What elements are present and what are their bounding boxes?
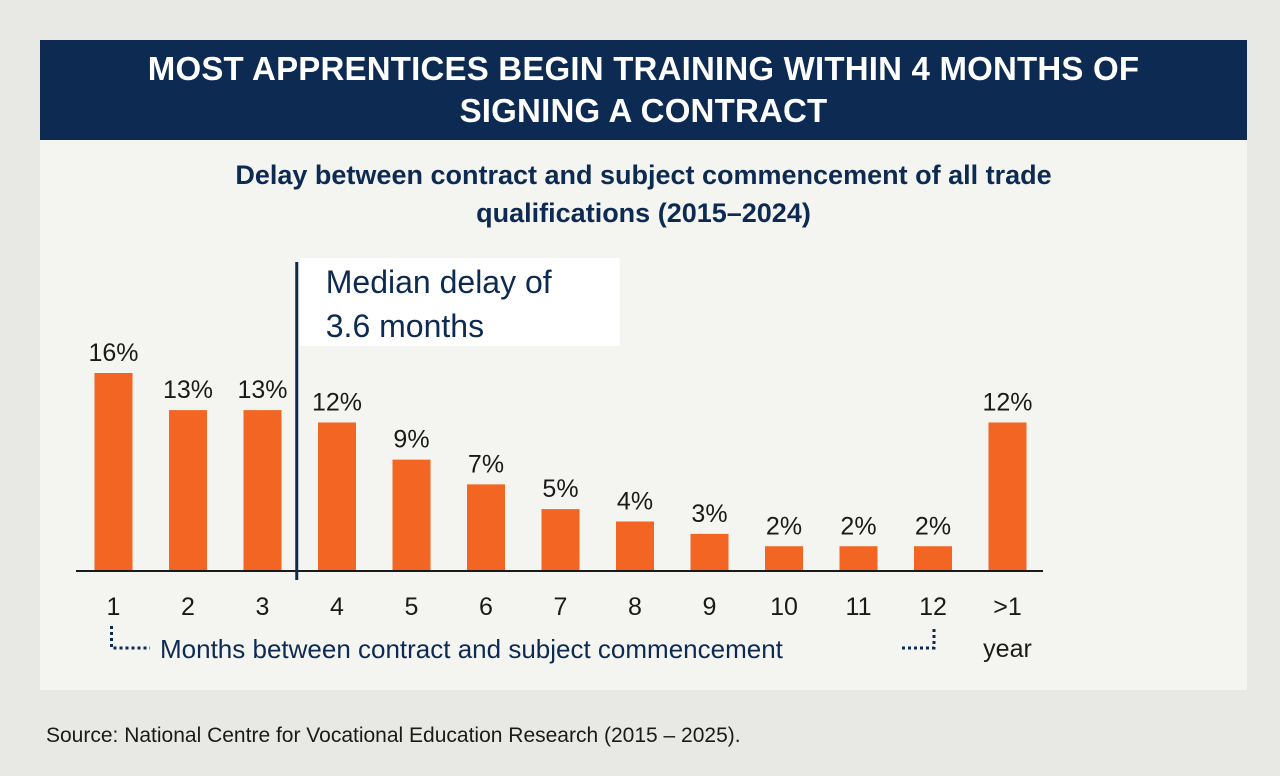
x-axis-bracket-left <box>110 626 150 650</box>
x-axis-bracket-right <box>902 626 936 650</box>
value-label-10: 2% <box>766 512 802 540</box>
bar-10 <box>765 546 803 571</box>
bar-8 <box>616 521 654 571</box>
value-label-4: 12% <box>312 389 362 417</box>
bar-7 <box>541 509 580 571</box>
median-annotation-line-2: 3.6 months <box>326 308 484 344</box>
bar-9 <box>690 533 729 571</box>
value-label-11: 2% <box>840 512 876 540</box>
value-label-12: 2% <box>915 512 951 540</box>
value-label-5: 9% <box>393 426 429 454</box>
value-label-8: 4% <box>617 488 653 516</box>
value-label-9: 3% <box>691 500 727 528</box>
chart-subtitle-line-1: Delay between contract and subject comme… <box>235 160 1052 190</box>
chart-panel: Delay between contract and subject comme… <box>40 140 1247 690</box>
x-tick-label-4: 4 <box>330 593 344 621</box>
bar-2 <box>169 410 207 571</box>
chart-title-line-2: SIGNING A CONTRACT <box>459 92 828 129</box>
x-tick-label-11: 11 <box>846 593 872 621</box>
x-tick-label-10: 10 <box>770 593 798 621</box>
x-tick-label-12: 12 <box>919 593 947 621</box>
value-label-1: 16% <box>88 339 138 367</box>
bar-3 <box>243 410 282 571</box>
value-label-13: 12% <box>982 389 1032 417</box>
value-label-3: 13% <box>237 376 287 404</box>
chart-header: MOST APPRENTICES BEGIN TRAINING WITHIN 4… <box>40 40 1247 140</box>
x-tick-label-3: 3 <box>256 593 270 621</box>
bar-13 <box>988 422 1027 571</box>
bar-4 <box>318 422 356 571</box>
x-tick-label-7: 7 <box>554 593 568 621</box>
chart-title-line-1: MOST APPRENTICES BEGIN TRAINING WITHIN 4… <box>147 50 1140 87</box>
source-note: Source: National Centre for Vocational E… <box>46 724 741 747</box>
x-tick-label-1: 1 <box>107 593 121 621</box>
bar-1 <box>94 373 133 571</box>
median-annotation-box <box>299 258 620 346</box>
bar-6 <box>467 484 505 571</box>
value-label-7: 5% <box>542 475 578 503</box>
x-tick-label-5: 5 <box>405 593 419 621</box>
bar-chart: 16% 1 13% 2 13% 3 12% 4 9% 5 7% 6 5% 7 4% 8 3% 9 2% 10 2% 11 2… <box>76 258 1043 664</box>
median-annotation-line-1: Median delay of <box>326 264 552 300</box>
bar-5 <box>392 459 431 571</box>
chart-subtitle: Delay between contract and subject comme… <box>40 156 1247 232</box>
value-label-2: 13% <box>163 376 213 404</box>
x-axis-label: Months between contract and subject comm… <box>160 634 784 664</box>
x-tick-label-6: 6 <box>479 593 493 621</box>
x-tick-label-13: >1 <box>993 593 1022 621</box>
x-tick-label-8: 8 <box>628 593 642 621</box>
x-tick-label-9: 9 <box>703 593 717 621</box>
chart-subtitle-line-2: qualifications (2015–2024) <box>476 198 811 228</box>
x-tick-label-2: 2 <box>181 593 195 621</box>
bar-11 <box>839 546 878 571</box>
value-label-6: 7% <box>468 450 504 478</box>
x-tick-label-13-line-2: year <box>983 635 1032 663</box>
bar-12 <box>914 546 952 571</box>
